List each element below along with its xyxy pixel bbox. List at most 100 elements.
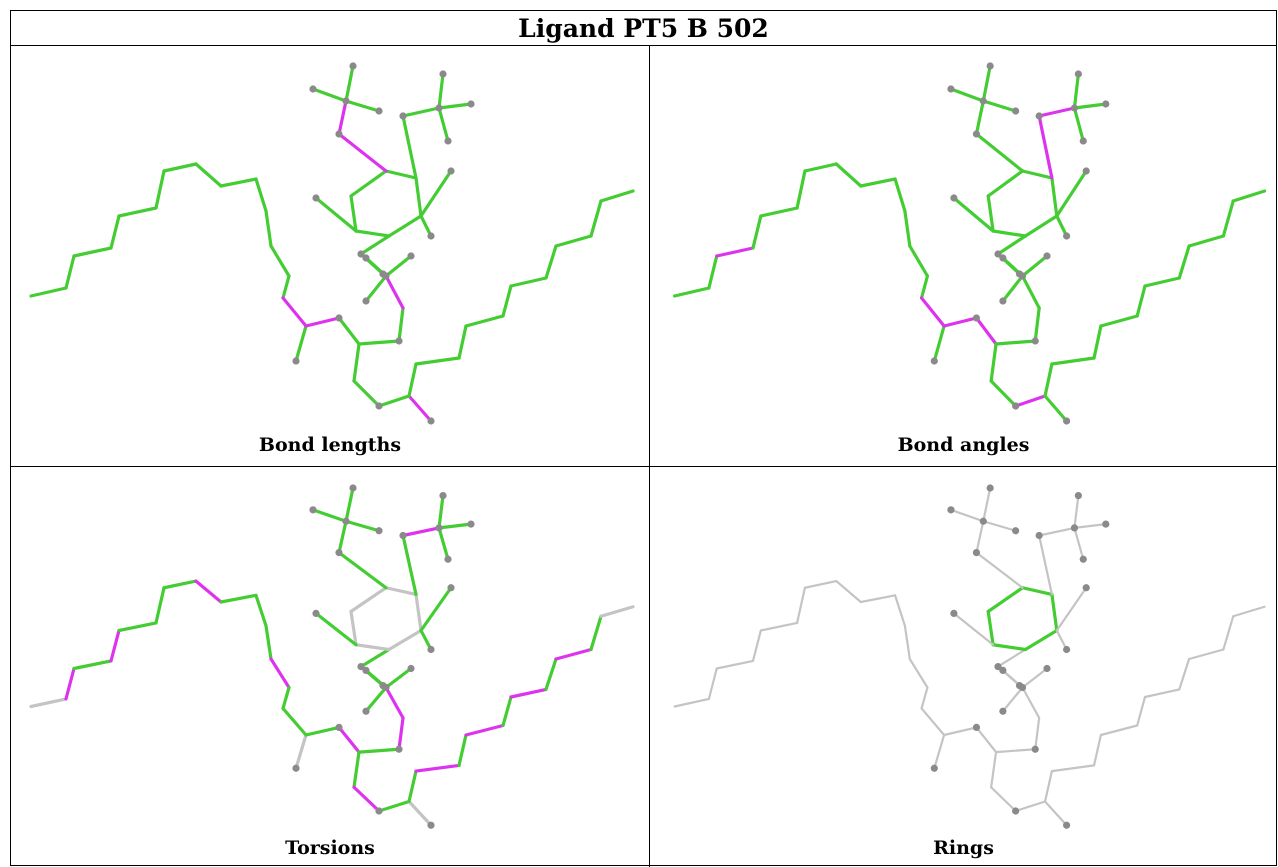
bond-c23-c24 (414, 763, 461, 773)
bond-s49-h50 (1072, 102, 1108, 110)
bond-r40-o48 (401, 114, 418, 180)
bond-c3-c4 (72, 659, 113, 671)
bond-r39-o43 (975, 551, 1024, 589)
bond-c28-c29 (1177, 244, 1191, 280)
bond-c13-c14 (920, 686, 929, 710)
caption-bond-angles: Bond angles (897, 434, 1030, 456)
bond-c7-c8 (162, 162, 198, 173)
bond-c33-c34 (1033, 306, 1041, 343)
bond-c25-c26 (1099, 314, 1139, 328)
atom-s56 (382, 272, 390, 280)
bond-c21-c23 (407, 769, 418, 804)
atom-h52 (444, 555, 452, 563)
bond-o43-s44 (974, 99, 985, 136)
bond-o36-r42 (996, 648, 1027, 668)
bond-r37-r38 (986, 194, 995, 233)
bond-c17-c18 (974, 316, 998, 346)
atom-h50 (467, 100, 475, 108)
bond-r41-h53 (1055, 586, 1088, 632)
bond-c14-c15 (919, 296, 946, 328)
bond-c13-c14 (281, 274, 291, 300)
bond-o48-s49 (401, 106, 441, 118)
bond-c26-c27 (501, 284, 513, 318)
bond-c14-c15 (281, 706, 308, 737)
bond-s49-h51 (1073, 494, 1080, 530)
bond-c34-s56 (384, 274, 405, 310)
bond-c29-c30 (554, 647, 593, 661)
bond-s56-h58 (1020, 254, 1049, 278)
bond-r41-r42 (387, 214, 423, 238)
bond-c28-c29 (544, 244, 558, 280)
caption-rings: Rings (933, 837, 994, 859)
atom-s49 (435, 104, 443, 112)
atom-h45 (309, 506, 317, 514)
bond-c17-c18 (975, 726, 998, 754)
bond-r39-o43 (337, 132, 388, 173)
bond-c4-c5 (109, 214, 121, 250)
bond-r38-r39 (349, 169, 388, 198)
bond-c27-c28 (509, 687, 548, 699)
atom-s56 (382, 683, 390, 692)
bond-c13-c14 (919, 274, 930, 300)
atom-h58 (407, 252, 415, 260)
bond-c33-c34 (1034, 716, 1041, 751)
atom-h51 (1074, 492, 1082, 500)
bond-r40-o48 (401, 533, 418, 597)
bond-s49-h50 (437, 102, 473, 110)
atom-c16 (930, 764, 938, 772)
bond-c8-c9 (194, 579, 223, 604)
bond-c1-c2 (673, 286, 711, 298)
atom-h59 (362, 297, 370, 305)
bond-c12-c13 (269, 244, 291, 278)
bond-c25-c26 (1099, 724, 1139, 737)
atom-h59 (999, 707, 1007, 715)
bond-c18-c19 (352, 342, 361, 383)
atom-h57 (362, 254, 370, 262)
bond-c12-c13 (269, 657, 291, 690)
bond-c24-c25 (457, 324, 468, 360)
bond-o36-r42 (359, 647, 391, 669)
molecule-rings (673, 484, 1266, 829)
atom-o36 (994, 663, 1002, 671)
bond-c18-c33 (994, 339, 1037, 346)
bond-r39-o43 (974, 132, 1025, 173)
bond-c23-c24 (1050, 356, 1096, 366)
atom-o43 (972, 130, 981, 138)
atom-o36 (994, 250, 1002, 258)
atom-h53 (1082, 167, 1090, 175)
bond-c4-c5 (751, 214, 763, 250)
atom-s44 (979, 517, 987, 525)
atom-h54 (427, 645, 435, 654)
atom-c33 (395, 745, 403, 753)
atom-o43 (335, 130, 343, 138)
bond-s44-h46 (344, 486, 355, 523)
bond-c19-c20 (990, 786, 1017, 813)
bond-r39-r40 (384, 169, 418, 180)
bond-o48-s49 (401, 526, 441, 538)
atom-c33 (1031, 337, 1039, 345)
atom-s44 (979, 97, 987, 105)
bond-c18-c33 (357, 747, 401, 754)
bond-r41-r42 (1023, 214, 1059, 238)
atom-c20 (1012, 807, 1020, 815)
bond-c13-c14 (281, 685, 291, 710)
bond-s44-h45 (311, 87, 348, 103)
bond-c9-c10 (219, 177, 258, 188)
bond-c27-c28 (509, 276, 548, 288)
bond-c28-c29 (1178, 657, 1191, 691)
bond-s56-h58 (1021, 667, 1049, 689)
atom-o48 (399, 531, 407, 540)
bond-s44-h45 (949, 87, 985, 103)
bond-c3-c4 (72, 246, 113, 258)
atom-c20 (375, 402, 383, 410)
bond-c29-c30 (1187, 648, 1225, 661)
bond-s44-h47 (981, 99, 1018, 113)
bond-c11-c12 (903, 209, 912, 248)
bond-c21-c22 (1043, 800, 1068, 827)
atom-o48 (1035, 531, 1043, 540)
bond-c9-c10 (859, 594, 897, 604)
bond-c11-c12 (903, 624, 911, 661)
atom-h51 (439, 492, 447, 500)
atom-c22 (427, 417, 435, 425)
bond-c25-c26 (464, 723, 505, 737)
